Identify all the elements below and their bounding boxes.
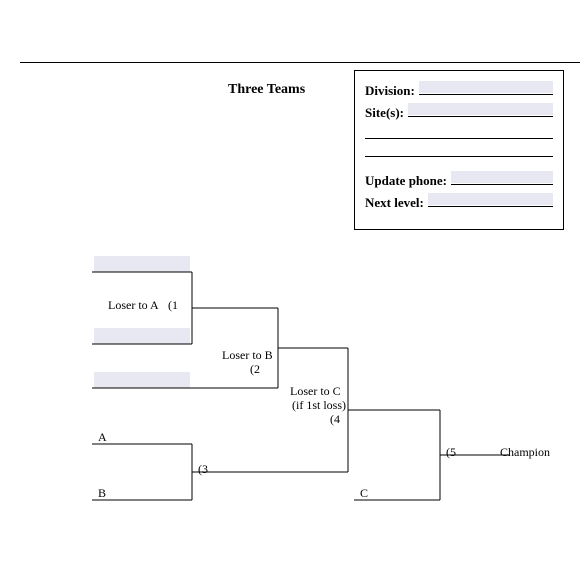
- sites-line-2[interactable]: [365, 125, 553, 139]
- division-row: Division:: [365, 81, 553, 99]
- game5-num: (5: [446, 445, 456, 460]
- division-line[interactable]: [419, 81, 553, 95]
- sites-label: Site(s):: [365, 105, 404, 121]
- sites-row: Site(s):: [365, 103, 553, 121]
- team-a-label: A: [98, 430, 107, 445]
- game2-loser-label: Loser to B: [222, 348, 273, 363]
- team-b-label: B: [98, 486, 106, 501]
- game3-num: (3: [198, 462, 208, 477]
- sites-line-3[interactable]: [365, 143, 553, 157]
- bracket-slot-highlight[interactable]: [94, 372, 190, 388]
- sites-line-1[interactable]: [408, 103, 553, 117]
- update-phone-row: Update phone:: [365, 171, 553, 189]
- game2-num: (2: [250, 362, 260, 377]
- next-level-line[interactable]: [428, 193, 553, 207]
- info-box: Division: Site(s): Update phone: Next le…: [354, 70, 564, 230]
- division-label: Division:: [365, 83, 415, 99]
- bracket-slot-highlight[interactable]: [94, 328, 190, 344]
- team-c-label: C: [360, 486, 368, 501]
- page-title: Three Teams: [228, 82, 305, 98]
- top-rule: [20, 62, 580, 63]
- bracket-slot-highlight[interactable]: [94, 256, 190, 272]
- game4-num: (4: [330, 412, 340, 427]
- update-phone-label: Update phone:: [365, 173, 447, 189]
- next-level-label: Next level:: [365, 195, 424, 211]
- game4-cond-label: (if 1st loss): [292, 398, 346, 413]
- next-level-row: Next level:: [365, 193, 553, 211]
- update-phone-line[interactable]: [451, 171, 553, 185]
- game1-loser-label: Loser to A: [108, 298, 159, 313]
- game4-loser-label: Loser to C: [290, 384, 341, 399]
- champion-label: Champion: [500, 445, 550, 460]
- game1-num: (1: [168, 298, 178, 313]
